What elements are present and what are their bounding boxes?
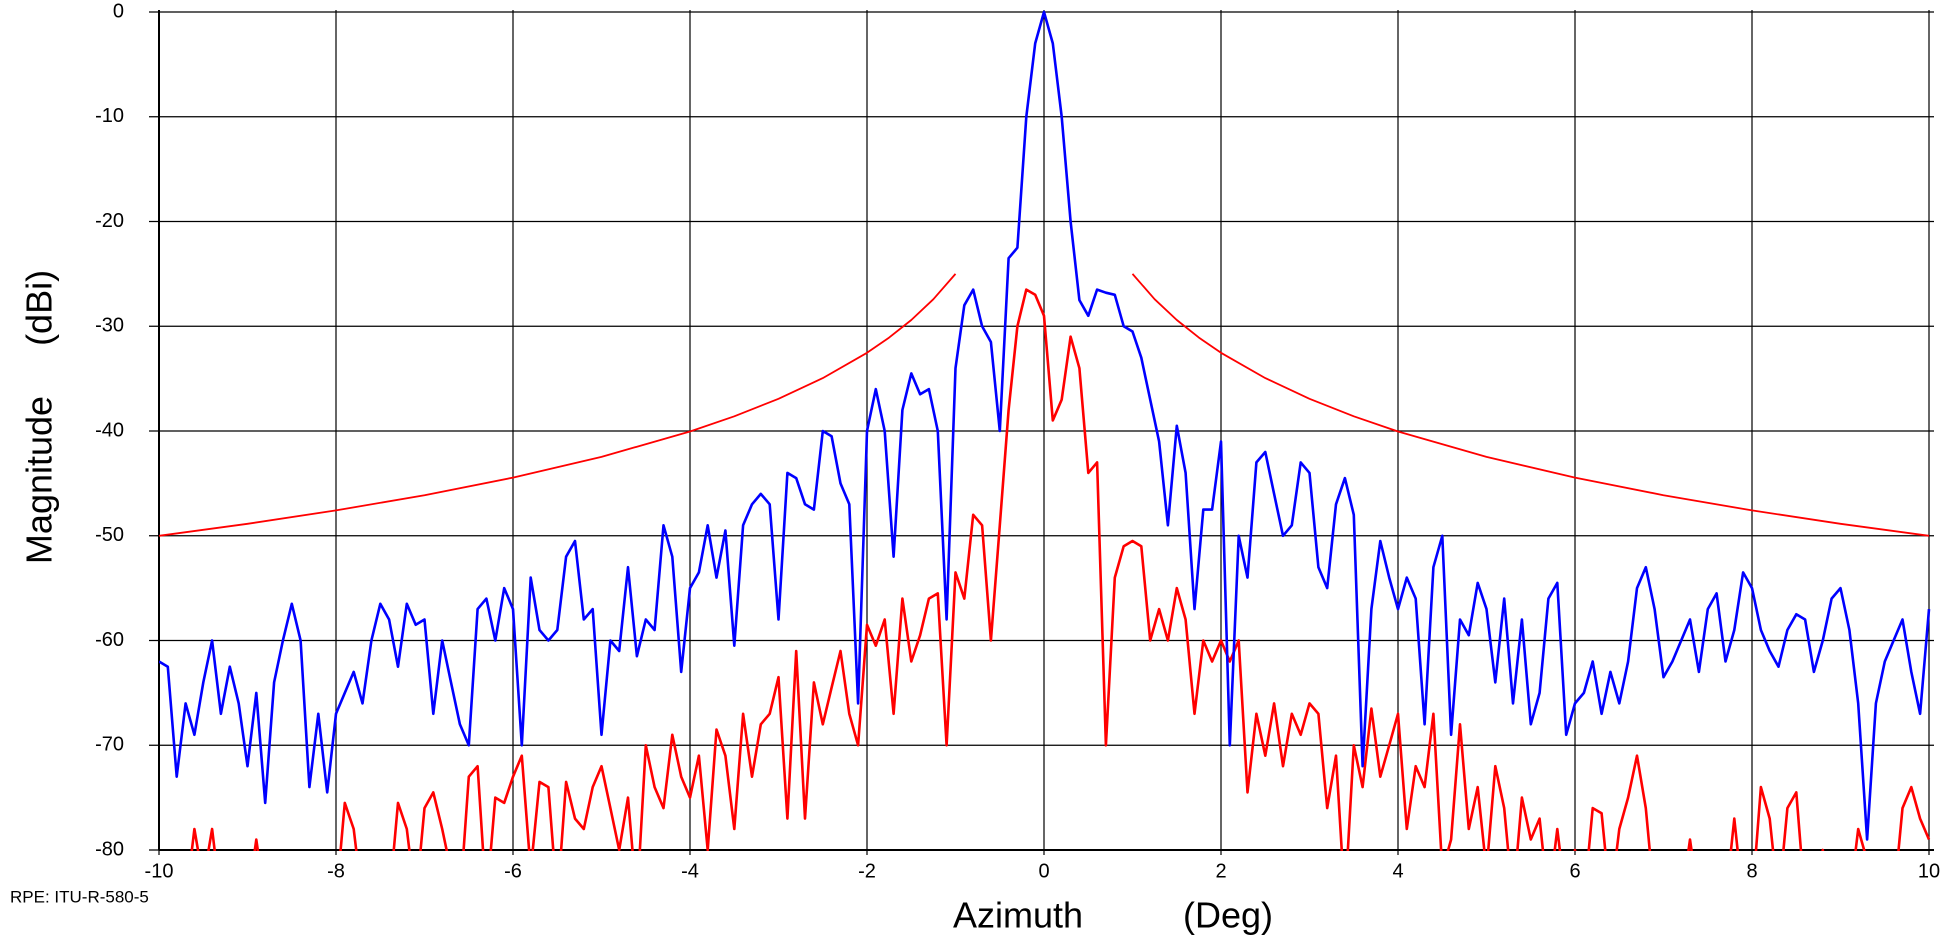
x-tick-label: 4 bbox=[1392, 860, 1403, 882]
y-axis-label: Magnitude (dBi) bbox=[19, 270, 60, 564]
plot-area bbox=[159, 10, 1931, 851]
legend-label: RPE: ITU-R-580-5 bbox=[10, 887, 149, 906]
y-tick-label: -70 bbox=[95, 734, 124, 756]
x-axis-label: Azimuth (Deg) bbox=[953, 895, 1273, 936]
x-tick-label: 8 bbox=[1746, 860, 1757, 882]
y-tick-label: -60 bbox=[95, 629, 124, 651]
y-tick-label: -40 bbox=[95, 419, 124, 441]
x-tick-label: -4 bbox=[681, 860, 699, 882]
series-line bbox=[190, 288, 1931, 851]
x-tick-label: 0 bbox=[1038, 860, 1049, 882]
series-line bbox=[159, 273, 1930, 537]
x-tick-label: -10 bbox=[145, 860, 174, 882]
x-tick-label: 10 bbox=[1918, 860, 1940, 882]
y-tick-label: 0 bbox=[113, 0, 124, 22]
y-tick-label: -30 bbox=[95, 315, 124, 337]
y-tick-label: -50 bbox=[95, 524, 124, 546]
x-tick-label: -2 bbox=[858, 860, 876, 882]
x-tick-label: -8 bbox=[327, 860, 345, 882]
series-line bbox=[159, 10, 1931, 841]
y-tick-label: -20 bbox=[95, 210, 124, 232]
x-tick-label: -6 bbox=[504, 860, 522, 882]
x-tick-label: 2 bbox=[1215, 860, 1226, 882]
y-tick-label: -10 bbox=[95, 105, 124, 127]
x-tick-label: 6 bbox=[1569, 860, 1580, 882]
y-tick-label: -80 bbox=[95, 838, 124, 860]
